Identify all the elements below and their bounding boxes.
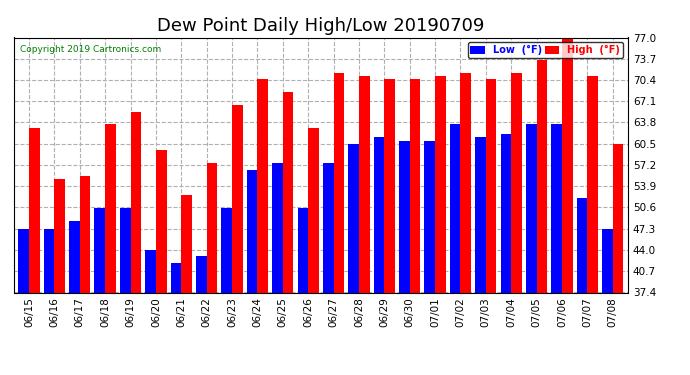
Bar — [333, 73, 344, 375]
Bar — [373, 137, 384, 375]
Bar — [196, 256, 207, 375]
Bar — [511, 73, 522, 375]
Legend: Low  (°F), High  (°F): Low (°F), High (°F) — [468, 42, 623, 58]
Bar — [562, 38, 573, 375]
Bar — [308, 128, 319, 375]
Bar — [130, 111, 141, 375]
Bar — [323, 163, 333, 375]
Bar — [460, 73, 471, 375]
Text: Copyright 2019 Cartronics.com: Copyright 2019 Cartronics.com — [20, 45, 161, 54]
Bar — [257, 80, 268, 375]
Bar — [577, 198, 587, 375]
Bar — [120, 208, 130, 375]
Bar — [450, 124, 460, 375]
Bar — [272, 163, 283, 375]
Bar — [435, 76, 446, 375]
Bar — [207, 163, 217, 375]
Bar — [170, 263, 181, 375]
Bar — [384, 80, 395, 375]
Bar — [500, 134, 511, 375]
Bar — [551, 124, 562, 375]
Bar — [587, 76, 598, 375]
Title: Dew Point Daily High/Low 20190709: Dew Point Daily High/Low 20190709 — [157, 16, 484, 34]
Bar — [475, 137, 486, 375]
Bar — [602, 229, 613, 375]
Bar — [69, 221, 80, 375]
Bar — [156, 150, 166, 375]
Bar — [95, 208, 105, 375]
Bar — [80, 176, 90, 375]
Bar — [232, 105, 243, 375]
Bar — [146, 250, 156, 375]
Bar — [297, 208, 308, 375]
Bar — [43, 229, 55, 375]
Bar — [348, 144, 359, 375]
Bar — [359, 76, 370, 375]
Bar — [486, 80, 496, 375]
Bar — [181, 195, 192, 375]
Bar — [29, 128, 40, 375]
Bar — [410, 80, 420, 375]
Bar — [537, 60, 547, 375]
Bar — [221, 208, 232, 375]
Bar — [399, 141, 410, 375]
Bar — [247, 170, 257, 375]
Bar — [424, 141, 435, 375]
Bar — [526, 124, 537, 375]
Bar — [19, 229, 29, 375]
Bar — [613, 144, 623, 375]
Bar — [283, 92, 293, 375]
Bar — [55, 179, 65, 375]
Bar — [105, 124, 116, 375]
